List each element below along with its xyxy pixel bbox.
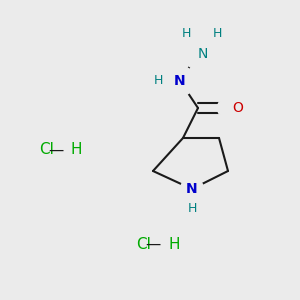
Text: Cl: Cl (136, 237, 152, 252)
Text: N: N (174, 74, 186, 88)
Text: H: H (181, 26, 191, 40)
Text: H: H (213, 26, 222, 40)
Circle shape (181, 178, 203, 200)
Text: H: H (187, 202, 197, 215)
Circle shape (218, 98, 239, 118)
Text: —: — (146, 237, 160, 252)
Text: H: H (168, 237, 179, 252)
Text: Cl: Cl (39, 142, 54, 158)
Text: —: — (48, 142, 63, 158)
Text: O: O (232, 101, 243, 115)
Text: H: H (70, 142, 82, 158)
Text: N: N (198, 47, 208, 61)
Text: N: N (186, 182, 198, 196)
Circle shape (165, 66, 195, 96)
Circle shape (183, 39, 213, 69)
Text: H: H (154, 74, 164, 88)
